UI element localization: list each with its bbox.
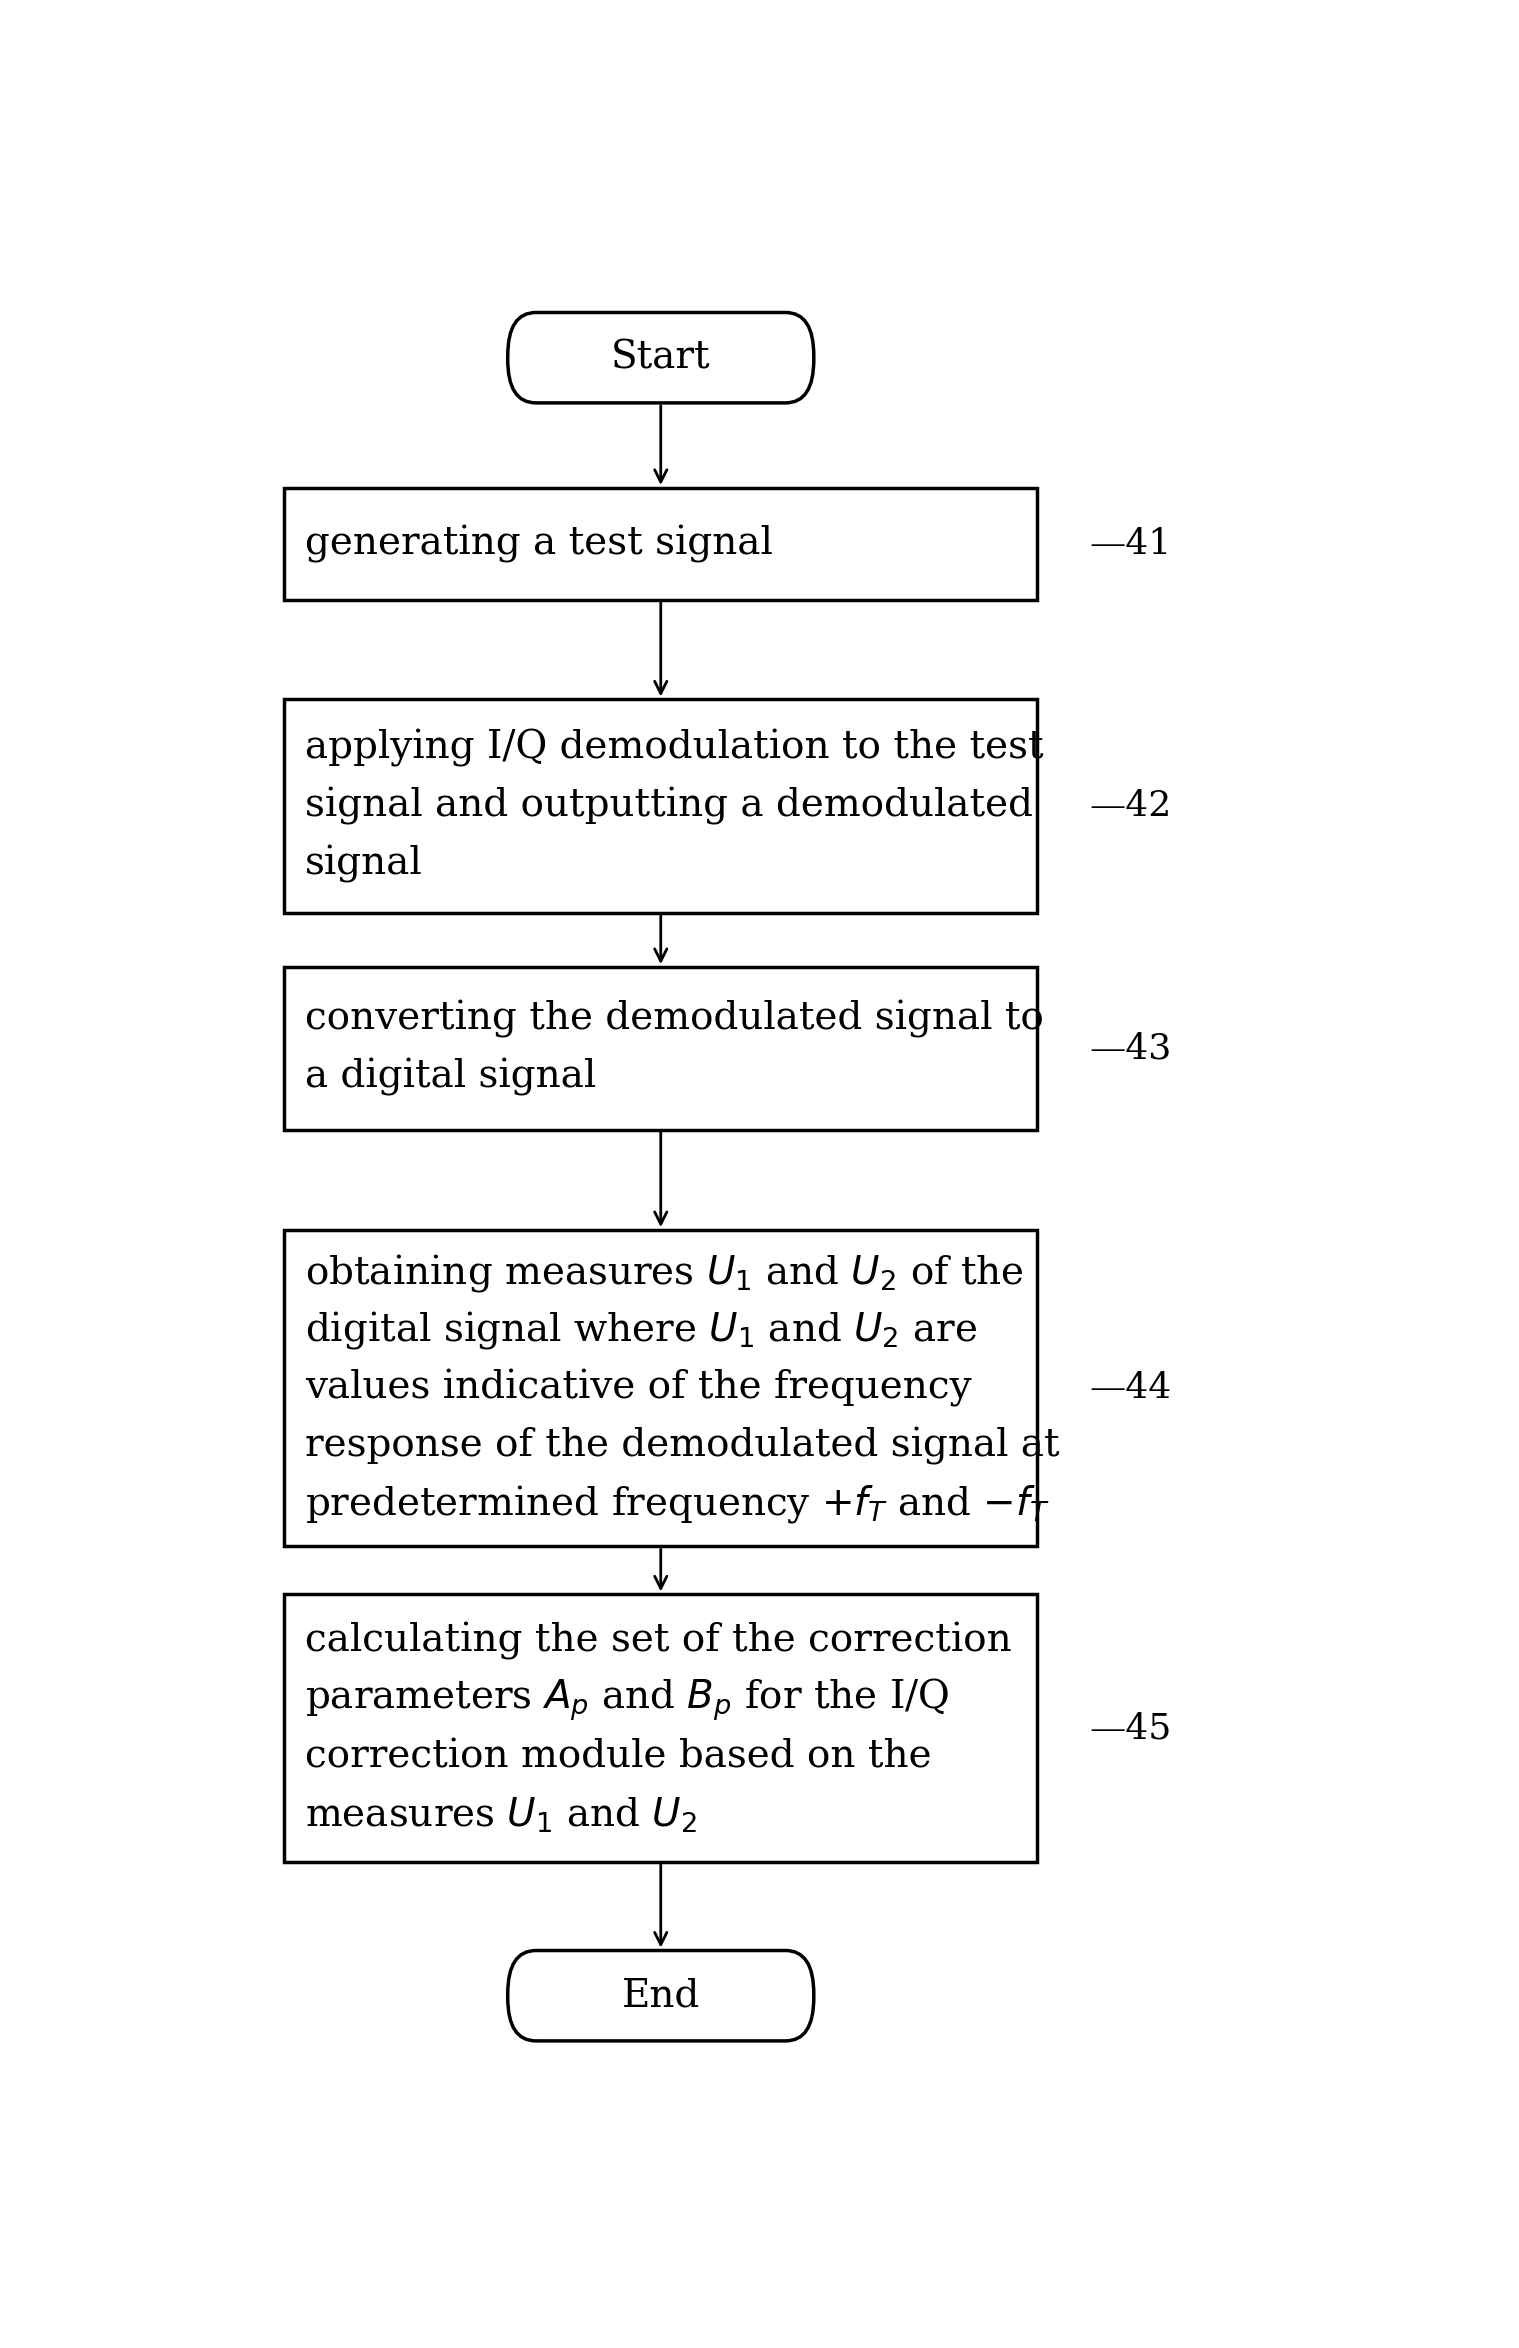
Text: signal: signal bbox=[305, 845, 422, 883]
Text: calculating the set of the correction: calculating the set of the correction bbox=[305, 1622, 1012, 1660]
Text: correction module based on the: correction module based on the bbox=[305, 1738, 931, 1775]
Text: —44: —44 bbox=[1089, 1371, 1171, 1404]
Text: response of the demodulated signal at: response of the demodulated signal at bbox=[305, 1428, 1060, 1465]
Text: —43: —43 bbox=[1089, 1031, 1171, 1066]
Text: generating a test signal: generating a test signal bbox=[305, 526, 773, 564]
FancyBboxPatch shape bbox=[507, 312, 814, 404]
Bar bbox=[284, 700, 1037, 913]
Text: End: End bbox=[621, 1977, 700, 2015]
Text: digital signal where $U_1$ and $U_2$ are: digital signal where $U_1$ and $U_2$ are bbox=[305, 1310, 978, 1352]
Text: Start: Start bbox=[611, 338, 711, 376]
Bar bbox=[284, 967, 1037, 1129]
Text: applying I/Q demodulation to the test: applying I/Q demodulation to the test bbox=[305, 730, 1044, 768]
Text: —42: —42 bbox=[1089, 789, 1171, 824]
Text: obtaining measures $U_1$ and $U_2$ of the: obtaining measures $U_1$ and $U_2$ of th… bbox=[305, 1251, 1024, 1294]
FancyBboxPatch shape bbox=[507, 1951, 814, 2040]
Text: converting the demodulated signal to: converting the demodulated signal to bbox=[305, 1000, 1044, 1038]
Text: —45: —45 bbox=[1089, 1712, 1171, 1745]
Bar bbox=[284, 488, 1037, 601]
Text: —41: —41 bbox=[1089, 526, 1171, 561]
Text: parameters $A_p$ and $B_p$ for the I/Q: parameters $A_p$ and $B_p$ for the I/Q bbox=[305, 1676, 949, 1723]
Text: signal and outputting a demodulated: signal and outputting a demodulated bbox=[305, 787, 1033, 824]
Text: a digital signal: a digital signal bbox=[305, 1059, 597, 1097]
Bar bbox=[284, 1230, 1037, 1547]
Text: values indicative of the frequency: values indicative of the frequency bbox=[305, 1369, 972, 1406]
Text: measures $U_1$ and $U_2$: measures $U_1$ and $U_2$ bbox=[305, 1796, 697, 1834]
Bar bbox=[284, 1594, 1037, 1862]
Text: predetermined frequency $+f_T$ and $-f_T$: predetermined frequency $+f_T$ and $-f_T… bbox=[305, 1484, 1050, 1524]
